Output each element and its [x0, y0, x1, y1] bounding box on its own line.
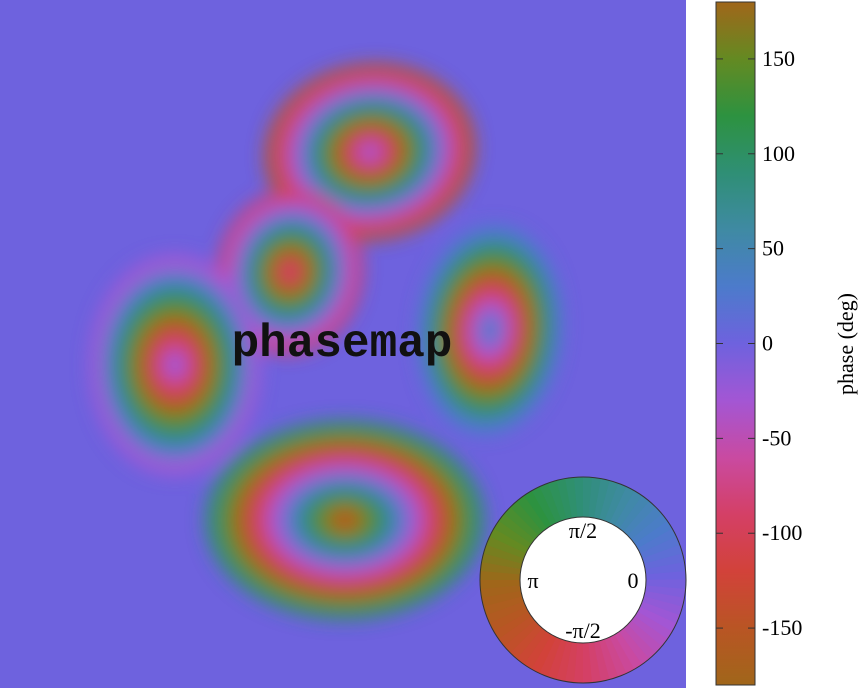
colorbar-tick-label: -100 [762, 520, 802, 545]
colorbar-tick-label: 100 [762, 141, 795, 166]
ring-group [90, 255, 260, 475]
colorwheel-label: 0 [628, 568, 639, 593]
ring-group [217, 190, 363, 354]
colorbar: -150 -100 -50 0 50 100 150 phase (deg) [715, 1, 858, 686]
phase-rings [90, 63, 563, 620]
chart-title: phasemap [232, 318, 453, 370]
phase-ring [329, 508, 361, 532]
heatmap-plot [0, 0, 686, 688]
colorbar-tick-label: -50 [762, 425, 791, 450]
ring-group [205, 420, 485, 620]
phase-ring [479, 315, 501, 345]
ring-group [265, 63, 475, 241]
colorwheel-label: -π/2 [565, 618, 601, 643]
phase-ring [279, 260, 301, 284]
colorbar-label: phase (deg) [833, 293, 858, 395]
colorwheel-label: π/2 [569, 518, 597, 543]
colorbar-tick-label: 0 [762, 331, 773, 356]
colorwheel-label: π [527, 568, 538, 593]
colorbar-tick-label: 150 [762, 46, 795, 71]
colorbar-tick-label: 50 [762, 236, 784, 261]
phase-ring [162, 349, 188, 381]
colorbar-tick-label: -150 [762, 615, 802, 640]
phase-ring [358, 142, 382, 162]
phase-colorwheel: π/2 π 0 -π/2 [479, 476, 687, 684]
ring-group [417, 225, 563, 435]
